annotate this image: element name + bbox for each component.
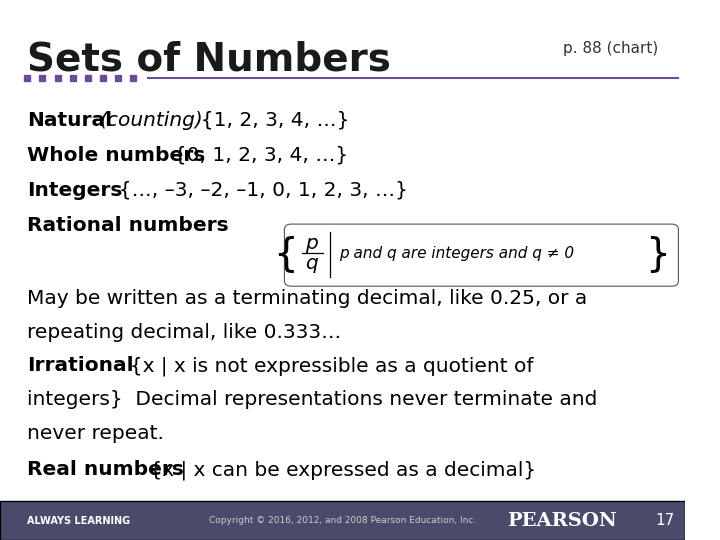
Text: Whole numbers: Whole numbers bbox=[27, 146, 206, 165]
FancyBboxPatch shape bbox=[0, 501, 685, 540]
Text: Real numbers: Real numbers bbox=[27, 460, 184, 479]
Text: p: p bbox=[305, 233, 318, 253]
Text: {1, 2, 3, 4, …}: {1, 2, 3, 4, …} bbox=[189, 111, 350, 130]
Text: never repeat.: never repeat. bbox=[27, 424, 164, 443]
Text: {…, –3, –2, –1, 0, 1, 2, 3, …}: {…, –3, –2, –1, 0, 1, 2, 3, …} bbox=[107, 181, 408, 200]
Text: {0, 1, 2, 3, 4, …}: {0, 1, 2, 3, 4, …} bbox=[161, 146, 348, 165]
Text: May be written as a terminating decimal, like 0.25, or a: May be written as a terminating decimal,… bbox=[27, 289, 588, 308]
Text: repeating decimal, like 0.333…: repeating decimal, like 0.333… bbox=[27, 323, 342, 342]
Text: integers}  Decimal representations never terminate and: integers} Decimal representations never … bbox=[27, 390, 598, 409]
Text: (counting): (counting) bbox=[99, 111, 203, 130]
Text: q: q bbox=[305, 254, 318, 273]
Text: }: } bbox=[645, 235, 670, 273]
Text: ALWAYS LEARNING: ALWAYS LEARNING bbox=[27, 516, 130, 525]
Text: 17: 17 bbox=[655, 513, 675, 528]
Text: Integers: Integers bbox=[27, 181, 123, 200]
Text: Copyright © 2016, 2012, and 2008 Pearson Education, Inc.: Copyright © 2016, 2012, and 2008 Pearson… bbox=[209, 516, 476, 525]
Text: Rational numbers: Rational numbers bbox=[27, 216, 229, 235]
Text: {x | x can be expressed as a decimal}: {x | x can be expressed as a decimal} bbox=[143, 460, 536, 480]
Text: {x | x is not expressible as a quotient of: {x | x is not expressible as a quotient … bbox=[117, 356, 534, 376]
Text: p and q are integers and q ≠ 0: p and q are integers and q ≠ 0 bbox=[339, 246, 575, 261]
Text: {: { bbox=[274, 235, 298, 273]
Text: p. 88 (chart): p. 88 (chart) bbox=[562, 40, 658, 56]
Text: PEARSON: PEARSON bbox=[507, 511, 617, 530]
Text: Natural: Natural bbox=[27, 111, 112, 130]
FancyBboxPatch shape bbox=[284, 224, 678, 286]
Text: Sets of Numbers: Sets of Numbers bbox=[27, 40, 391, 78]
Text: Irrational: Irrational bbox=[27, 356, 134, 375]
